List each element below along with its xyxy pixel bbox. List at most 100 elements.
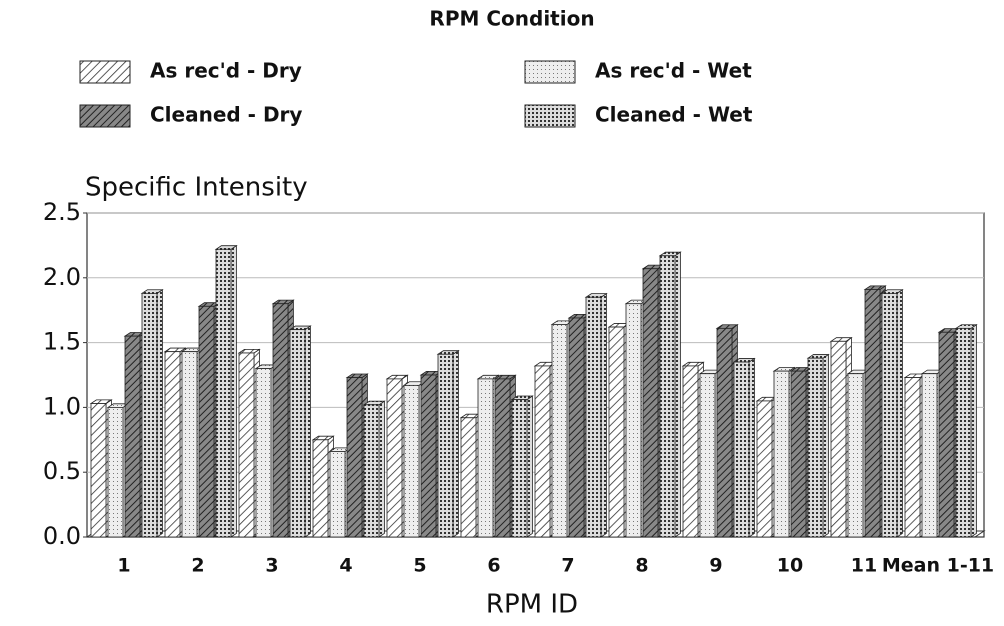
bar bbox=[954, 323, 978, 538]
legend-swatch bbox=[79, 60, 131, 84]
bar-front bbox=[955, 327, 972, 538]
legend-label: As rec'd - Dry bbox=[150, 59, 302, 83]
bar-front bbox=[790, 370, 807, 538]
bar-front bbox=[477, 378, 494, 538]
bar bbox=[584, 292, 608, 538]
y-tick-label: 0.0 bbox=[43, 522, 81, 550]
y-tick-label: 1.0 bbox=[43, 392, 81, 420]
x-tick-label: 5 bbox=[413, 555, 426, 577]
bar-front bbox=[773, 370, 790, 538]
x-tick-label: 7 bbox=[561, 555, 574, 577]
bar-front bbox=[181, 351, 198, 538]
bar-side bbox=[526, 395, 533, 538]
bar-front bbox=[682, 365, 699, 538]
x-tick-label: 3 bbox=[265, 555, 278, 577]
bar-front bbox=[107, 406, 124, 538]
bar-front bbox=[568, 317, 585, 538]
bar-front bbox=[494, 378, 511, 538]
bar-side bbox=[896, 289, 903, 538]
x-tick-label: Mean 1-11 bbox=[882, 555, 994, 577]
bar bbox=[732, 357, 756, 538]
x-tick-label: 8 bbox=[635, 555, 648, 577]
bar-front bbox=[625, 303, 642, 538]
x-tick-label: 11 bbox=[851, 555, 877, 577]
bar bbox=[288, 325, 312, 538]
bar-front bbox=[830, 340, 847, 538]
bar-front bbox=[716, 327, 733, 538]
bar-front bbox=[255, 368, 272, 538]
bar bbox=[140, 289, 164, 538]
bar-side bbox=[970, 323, 977, 538]
x-tick-label: 1 bbox=[117, 555, 130, 577]
bar-front bbox=[238, 352, 255, 538]
bar-front bbox=[363, 404, 380, 538]
legend-label: As rec'd - Wet bbox=[595, 59, 752, 83]
bar-side bbox=[156, 289, 163, 538]
bar-front bbox=[847, 373, 864, 538]
bar-side bbox=[230, 244, 237, 538]
bar-front bbox=[699, 373, 716, 538]
bar bbox=[806, 353, 830, 538]
bar-front bbox=[534, 365, 551, 538]
legend-label: Cleaned - Wet bbox=[595, 103, 753, 127]
bar-front bbox=[585, 296, 602, 538]
y-axis-title: Specific Intensity bbox=[85, 173, 308, 203]
bar bbox=[510, 395, 534, 538]
bar-front bbox=[921, 373, 938, 538]
bar bbox=[436, 349, 460, 538]
bar-front bbox=[437, 353, 454, 538]
legend-swatch bbox=[524, 60, 576, 84]
bar-front bbox=[312, 439, 329, 538]
x-tick-label: 4 bbox=[339, 555, 352, 577]
bar-front bbox=[807, 357, 824, 538]
bar-front bbox=[938, 331, 955, 538]
bar-front bbox=[420, 374, 437, 538]
bar-front bbox=[329, 451, 346, 538]
bar-front bbox=[215, 248, 232, 538]
bar-side bbox=[452, 349, 459, 538]
y-tick-label: 1.5 bbox=[43, 328, 81, 356]
bar-side bbox=[600, 292, 607, 538]
legend-swatch bbox=[524, 104, 576, 128]
bar-front bbox=[403, 384, 420, 538]
bar-front bbox=[141, 292, 158, 538]
y-tick-label: 2.5 bbox=[43, 198, 81, 226]
bar-front bbox=[551, 324, 568, 538]
bar-side bbox=[748, 357, 755, 538]
bar-front bbox=[881, 292, 898, 538]
bar-front bbox=[511, 399, 528, 538]
bar-front bbox=[733, 361, 750, 538]
bar-front bbox=[164, 351, 181, 538]
x-tick-label: 9 bbox=[709, 555, 722, 577]
bar-front bbox=[756, 400, 773, 538]
x-tick-label: 6 bbox=[487, 555, 500, 577]
y-tick-label: 0.5 bbox=[43, 457, 81, 485]
legend-title: RPM Condition bbox=[429, 7, 594, 31]
bar-side bbox=[304, 325, 311, 538]
bar-front bbox=[608, 326, 625, 538]
bar bbox=[214, 244, 238, 538]
bar-front bbox=[198, 305, 215, 538]
bar-front bbox=[272, 303, 289, 538]
bar-front bbox=[386, 378, 403, 538]
legend-label: Cleaned - Dry bbox=[150, 103, 302, 127]
x-tick-label: 10 bbox=[777, 555, 803, 577]
bar-side bbox=[822, 353, 829, 538]
bar-side bbox=[674, 251, 681, 538]
bar-front bbox=[864, 289, 881, 538]
bar-front bbox=[642, 268, 659, 538]
bar-side bbox=[378, 400, 385, 538]
bar bbox=[362, 400, 386, 538]
bar-front bbox=[460, 417, 477, 538]
legend-swatch bbox=[79, 104, 131, 128]
y-tick-label: 2.0 bbox=[43, 263, 81, 291]
bar bbox=[880, 289, 904, 538]
bar-front bbox=[659, 255, 676, 538]
x-tick-label: 2 bbox=[191, 555, 204, 577]
bar-front bbox=[289, 329, 306, 538]
bar-front bbox=[904, 377, 921, 538]
bar-front bbox=[346, 377, 363, 538]
bar-front bbox=[124, 335, 141, 538]
bar bbox=[658, 251, 682, 538]
